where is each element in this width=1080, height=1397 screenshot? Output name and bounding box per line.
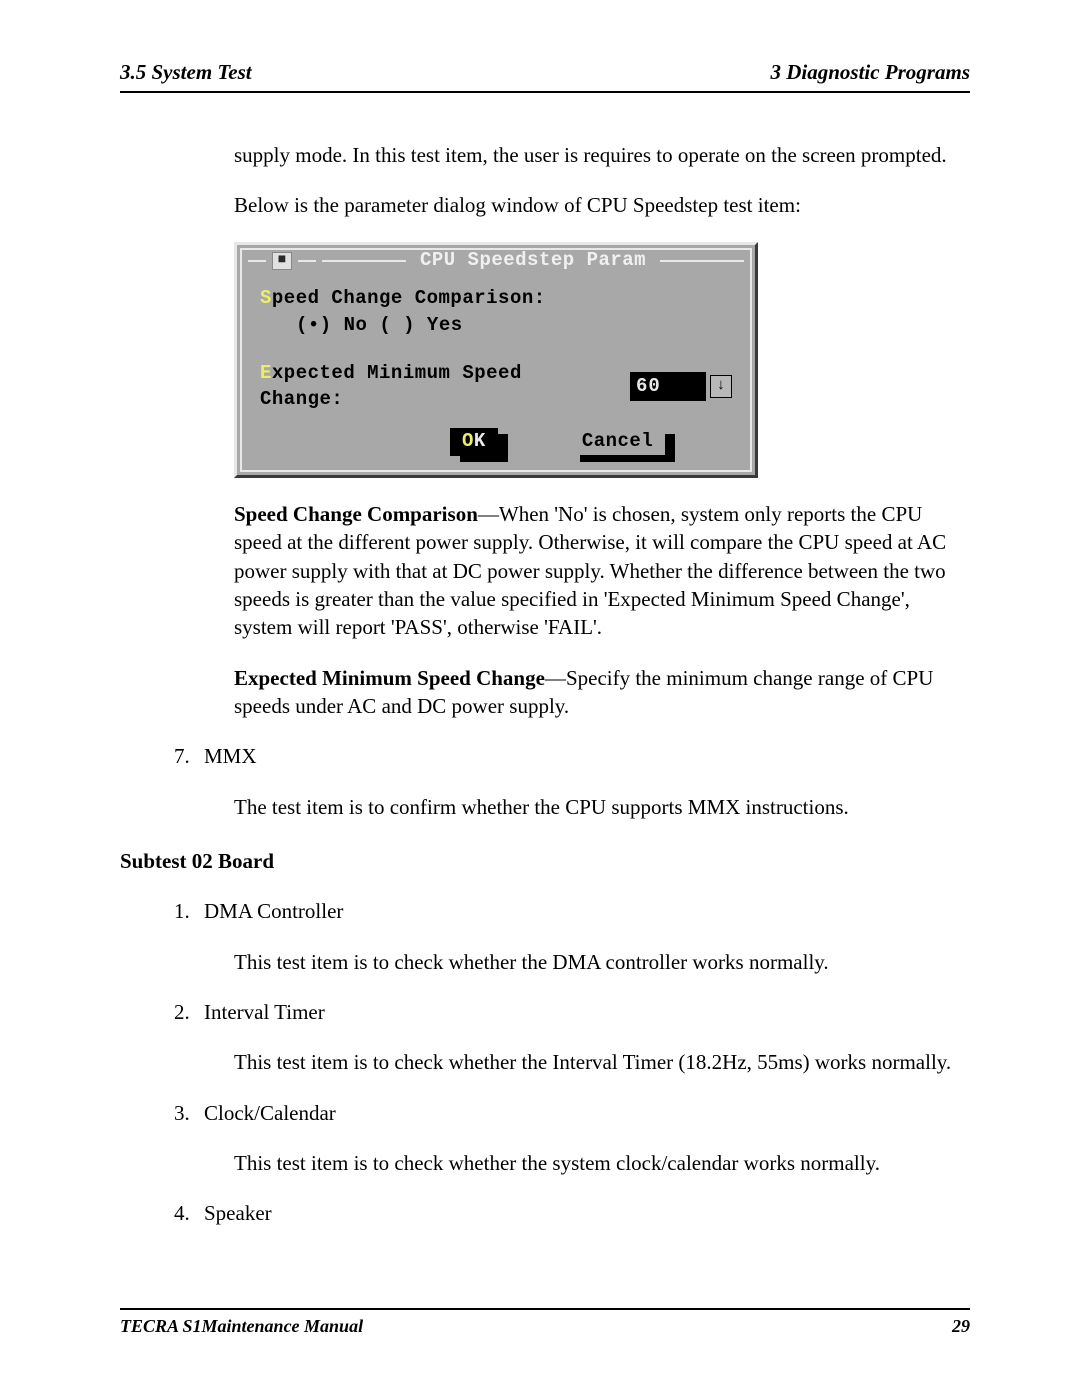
subtest-item-title: Interval Timer (204, 998, 970, 1026)
expected-min-speed-label: Expected Minimum Speed Change: (260, 361, 612, 412)
subtest-item-desc: This test item is to check whether the I… (234, 1048, 970, 1076)
list-item: 4. Speaker (174, 1199, 970, 1227)
subtest-02-heading: Subtest 02 Board (120, 847, 970, 875)
intro-paragraph-2: Below is the parameter dialog window of … (234, 191, 970, 219)
page-header: 3.5 System Test 3 Diagnostic Programs (120, 60, 970, 93)
list-item: 2. Interval Timer This test item is to c… (174, 998, 970, 1077)
footer-left: TECRA S1Maintenance Manual (120, 1316, 363, 1337)
subtest-item-desc: This test item is to check whether the s… (234, 1149, 970, 1177)
header-left: 3.5 System Test (120, 60, 252, 85)
list-item: 3. Clock/Calendar This test item is to c… (174, 1099, 970, 1178)
subtest-item-title: Speaker (204, 1199, 970, 1227)
speed-change-radio-group[interactable]: (•) No ( ) Yes (260, 311, 732, 351)
list-item: 1. DMA Controller This test item is to c… (174, 897, 970, 976)
speed-change-comparison-label: Speed Change Comparison: (260, 286, 732, 312)
subtest-item-title: DMA Controller (204, 897, 970, 925)
hotkey-e: E (260, 362, 272, 384)
scc-description: Speed Change Comparison—When 'No' is cho… (234, 500, 970, 642)
header-right: 3 Diagnostic Programs (770, 60, 970, 85)
dialog-close-button[interactable]: ■ (272, 252, 292, 270)
spinner-down-icon[interactable]: ↓ (710, 375, 732, 398)
page-content: supply mode. In this test item, the user… (120, 141, 970, 1228)
document-page: 3.5 System Test 3 Diagnostic Programs su… (0, 0, 1080, 1397)
subtest-item-desc: This test item is to check whether the D… (234, 948, 970, 976)
cpu-speedstep-dialog: ■ CPU Speedstep Param Speed Change Compa… (234, 242, 758, 478)
item7-title: MMX (204, 742, 970, 770)
subtest-item-title: Clock/Calendar (204, 1099, 970, 1127)
emsc-description: Expected Minimum Speed Change—Specify th… (234, 664, 970, 721)
item7-desc: The test item is to confirm whether the … (234, 793, 970, 821)
cancel-button[interactable]: Cancel (570, 428, 665, 456)
intro-paragraph-1: supply mode. In this test item, the user… (234, 141, 970, 169)
expected-min-speed-input[interactable]: 60 (630, 372, 706, 402)
footer-page-number: 29 (952, 1316, 970, 1337)
hotkey-s: S (260, 287, 272, 309)
dialog-titlebar: ■ CPU Speedstep Param (242, 250, 750, 272)
dialog-title: CPU Speedstep Param (412, 248, 654, 274)
page-footer: TECRA S1Maintenance Manual 29 (120, 1308, 970, 1337)
ok-button[interactable]: OK (450, 428, 498, 456)
list-item-7: 7. MMX The test item is to confirm wheth… (174, 742, 970, 821)
